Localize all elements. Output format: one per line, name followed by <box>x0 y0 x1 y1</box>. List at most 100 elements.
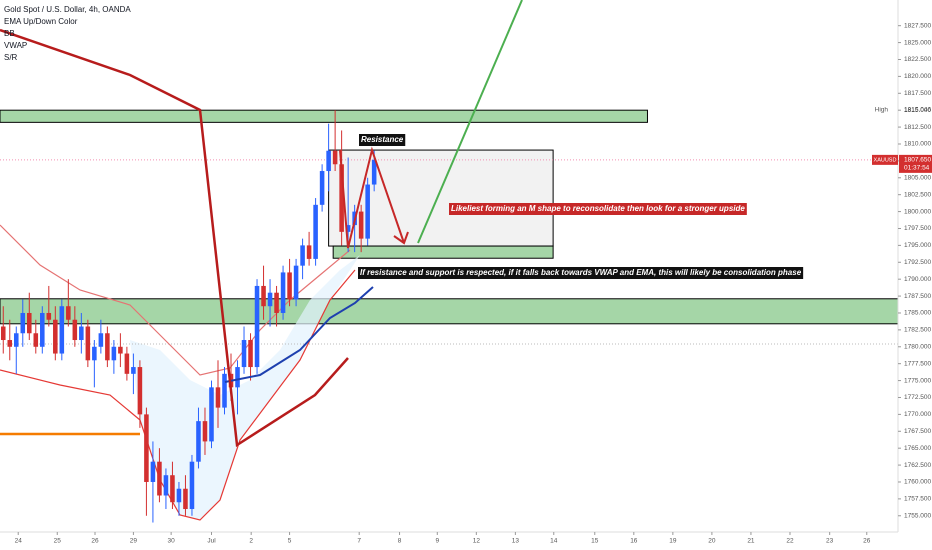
bb-lower <box>0 269 356 521</box>
candle-body <box>59 306 65 354</box>
candles-layer <box>0 110 377 523</box>
x-tick-label: 26 <box>91 538 99 545</box>
candle-body <box>53 319 58 354</box>
candle-body <box>306 245 312 259</box>
candle-body <box>196 421 201 462</box>
candle-body <box>124 353 130 374</box>
x-tick-label: 5 <box>288 538 292 545</box>
x-tick-label: 24 <box>15 538 23 545</box>
x-tick-label: 8 <box>398 538 402 545</box>
y-tick-label: 1780.000 <box>904 343 931 350</box>
y-tick-label: 1765.000 <box>904 445 931 452</box>
y-tick-label: 1775.000 <box>904 377 931 384</box>
y-tick-label: 1795.000 <box>904 242 931 249</box>
annotation: Likeliest forming an M shape to reconsol… <box>451 204 745 213</box>
x-tick-label: 29 <box>130 538 138 545</box>
candle-body <box>170 475 175 503</box>
candle-body <box>261 285 266 307</box>
ema-line <box>224 286 374 383</box>
y-tick-label: 1755.000 <box>904 512 931 519</box>
y-tick-label: 1800.000 <box>904 208 931 215</box>
candle-body <box>92 346 97 361</box>
y-tick-label: 1757.500 <box>904 496 931 503</box>
m-path <box>339 146 405 249</box>
candle-body <box>157 461 162 496</box>
symbol-tag: XAUUSD <box>874 157 897 163</box>
candle-body <box>287 272 292 300</box>
chart-title: Gold Spot / U.S. Dollar, 4h, OANDA <box>4 5 131 14</box>
y-tick-label: 1787.500 <box>904 293 931 300</box>
x-tick-label: 12 <box>473 538 481 545</box>
candle-body <box>131 367 136 374</box>
high-value: 1815.046 <box>904 107 931 114</box>
y-tick-label: 1825.000 <box>904 39 931 46</box>
candle-body <box>183 488 188 510</box>
sr-zone <box>0 109 648 123</box>
legend-item: BB <box>4 29 15 38</box>
x-tick-label: 22 <box>786 538 794 545</box>
candle-body <box>85 326 91 361</box>
y-tick-label: 1767.500 <box>904 428 931 435</box>
candle-body <box>215 387 221 408</box>
sr-line <box>0 28 349 448</box>
x-tick-label: 19 <box>669 538 677 545</box>
candle-body <box>46 312 52 320</box>
candle-body <box>280 272 286 313</box>
candle-body <box>235 367 240 388</box>
y-tick-label: 1790.000 <box>904 276 931 283</box>
annotations-layer: Resistance Likeliest forming an M shape t… <box>358 134 804 279</box>
countdown: 01:37:54 <box>904 165 930 172</box>
x-tick-label: 9 <box>435 538 439 545</box>
y-tick-label: 1820.000 <box>904 73 931 80</box>
y-tick-label: 1817.500 <box>904 90 931 97</box>
candle-body <box>267 292 273 307</box>
price-tag: 1807.650 <box>904 157 931 164</box>
candle-body <box>66 306 71 320</box>
annotation: Resistance <box>361 135 404 144</box>
candle-body <box>144 414 149 482</box>
price-tag-bg <box>899 154 932 173</box>
sr-zone <box>0 298 899 325</box>
y-tick-label: 1797.500 <box>904 225 931 232</box>
candle-body <box>313 204 318 259</box>
x-tick-label: 26 <box>863 538 871 545</box>
candle-body <box>189 461 195 510</box>
x-tick-label: 21 <box>747 538 755 545</box>
y-tick-label: 1805.000 <box>904 175 931 182</box>
y-tick-label: 1760.000 <box>904 479 931 486</box>
candle-body <box>163 475 169 496</box>
x-tick-label: 25 <box>54 538 62 545</box>
candle-body <box>326 150 331 172</box>
bb-fill <box>130 255 360 520</box>
x-tick-label: 13 <box>512 538 520 545</box>
axis-layer: 1755.000 1757.500 1760.000 1762.500 1765.000… <box>15 22 932 545</box>
candle-body <box>358 211 364 239</box>
candle-body <box>33 333 39 347</box>
x-tick-label: 15 <box>591 538 599 545</box>
annotation-bg <box>449 203 747 215</box>
candle-body <box>300 245 305 266</box>
y-tick-label: 1827.500 <box>904 22 931 29</box>
candle-body <box>332 150 338 165</box>
x-tick-label: Jul <box>207 538 216 545</box>
y-tick-label: 1782.500 <box>904 327 931 334</box>
x-tick-label: 2 <box>249 538 253 545</box>
candle-body <box>222 373 227 408</box>
candle-body <box>105 333 110 361</box>
x-tick-label: 30 <box>168 538 176 545</box>
candle-body <box>150 461 156 482</box>
candle-body <box>274 292 279 313</box>
x-tick-label: 7 <box>357 538 361 545</box>
y-tick-label: 1802.500 <box>904 191 931 198</box>
y-tick-label: 1810.000 <box>904 141 931 148</box>
candle-body <box>0 326 6 341</box>
annotation: If resistance and support is respected, … <box>360 268 802 277</box>
y-tick-label: 1815.000 <box>904 107 931 114</box>
candle-body <box>72 319 78 341</box>
y-tick-label: 1772.500 <box>904 394 931 401</box>
candle-body <box>118 346 123 354</box>
bb-upper <box>0 224 351 376</box>
candle-body <box>7 340 13 347</box>
y-tick-label: 1822.500 <box>904 56 931 63</box>
